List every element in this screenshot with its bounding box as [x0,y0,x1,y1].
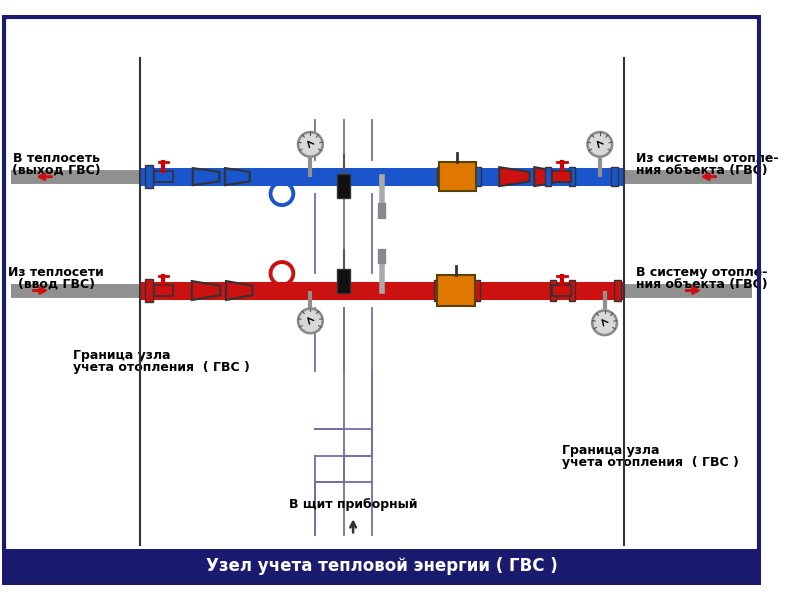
Bar [337,174,350,199]
Polygon shape [193,168,219,185]
Circle shape [592,310,617,335]
Text: учета отопления  ( ГВС ): учета отопления ( ГВС ) [73,361,250,374]
Bar [552,285,571,296]
Polygon shape [499,167,530,186]
Text: (ввод ГВС): (ввод ГВС) [18,278,94,290]
Polygon shape [534,167,561,186]
Text: учета отопления  ( ГВС ): учета отопления ( ГВС ) [562,456,738,469]
Text: В систему отопле-: В систему отопле- [636,266,767,279]
Bar [550,280,556,301]
Bar [439,163,475,191]
Text: (выход ГВС): (выход ГВС) [12,164,100,176]
Bar [154,285,173,296]
Text: Граница узла: Граница узла [562,443,659,457]
Bar [337,269,350,293]
Bar [154,172,173,182]
Bar [146,279,153,302]
Text: Из системы отопле-: Из системы отопле- [636,152,778,165]
Text: В теплосеть: В теплосеть [13,152,99,165]
Polygon shape [225,168,250,185]
Polygon shape [192,281,220,300]
Bar [614,280,621,301]
Bar [4,548,759,583]
Bar [437,275,474,305]
Bar [569,167,575,186]
Text: Граница узла: Граница узла [73,349,170,362]
Bar [611,167,618,186]
Text: В щит приборный: В щит приборный [289,497,418,511]
Text: ния объекта (ГВС): ния объекта (ГВС) [636,278,767,290]
Bar [146,165,153,188]
Text: Узел учета тепловой энергии ( ГВС ): Узел учета тепловой энергии ( ГВС ) [206,557,558,575]
Bar [474,167,482,186]
Bar [552,172,571,182]
Polygon shape [226,281,253,300]
Circle shape [587,132,612,157]
Bar [545,167,551,186]
Circle shape [298,132,322,157]
Bar [474,280,480,301]
Text: ния объекта (ГВС): ния объекта (ГВС) [636,164,767,176]
Bar [569,280,575,301]
Bar [434,280,440,301]
Text: Из теплосети: Из теплосети [8,266,104,279]
Circle shape [298,308,322,333]
Bar [437,167,443,186]
